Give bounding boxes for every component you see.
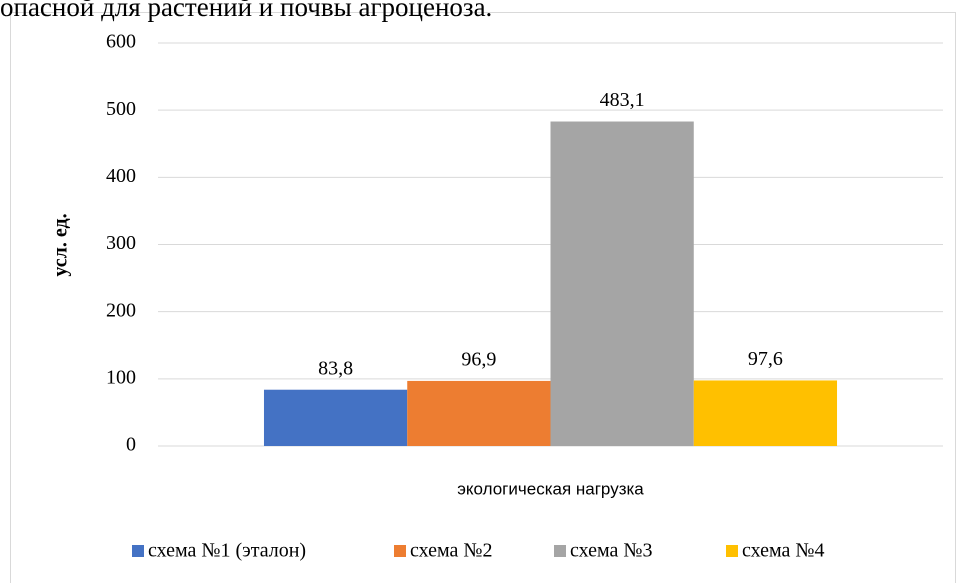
legend-label: схема №4 — [742, 540, 824, 562]
legend-swatch — [726, 545, 738, 557]
y-tick-label: 500 — [106, 98, 136, 120]
caption: опасной для растений и почвы агроценоза. — [0, 0, 492, 22]
x-tick-label: экологическая нагрузка — [457, 479, 644, 498]
y-tick-label: 200 — [106, 299, 136, 321]
bar — [550, 121, 694, 447]
y-tick-label: 600 — [106, 31, 136, 53]
bar — [407, 380, 551, 446]
y-tick-label: 0 — [126, 434, 136, 456]
legend-label: схема №2 — [410, 540, 492, 562]
y-tick-label: 100 — [106, 366, 136, 388]
legend-swatch — [132, 545, 144, 557]
bar — [693, 380, 838, 446]
y-tick-label: 300 — [106, 232, 136, 254]
legend-label: схема №1 (эталон) — [148, 540, 306, 562]
value-label: 97,6 — [748, 348, 783, 370]
legend-swatch — [554, 545, 566, 557]
bar — [263, 389, 408, 446]
legend-label: схема №3 — [570, 540, 652, 562]
y-tick-label: 400 — [106, 165, 136, 187]
chart-frame — [10, 12, 956, 583]
value-label: 83,8 — [318, 357, 353, 379]
value-label: 483,1 — [600, 89, 645, 111]
legend-swatch — [394, 545, 406, 557]
value-label: 96,9 — [461, 349, 496, 371]
y-axis-label: усл. ед. — [50, 213, 72, 276]
